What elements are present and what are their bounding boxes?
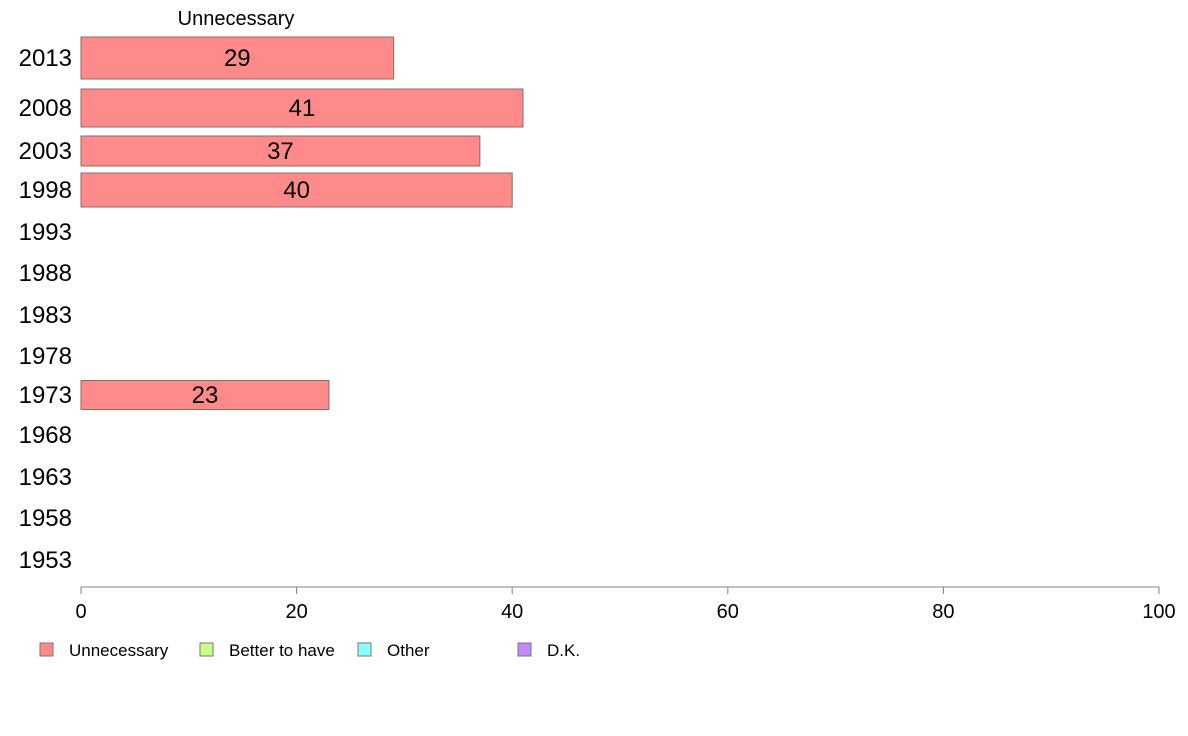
legend-label-3: D.K. bbox=[547, 641, 580, 660]
bar-label-2013: 29 bbox=[224, 45, 251, 72]
y-label-2013: 2013 bbox=[19, 45, 72, 72]
bar-label-1998: 40 bbox=[283, 177, 310, 204]
legend-swatch-1 bbox=[199, 642, 214, 657]
legend-label-2: Other bbox=[387, 641, 430, 660]
bar-2013 bbox=[80, 36, 395, 80]
legend-swatch-2 bbox=[357, 642, 372, 657]
y-label-2003: 2003 bbox=[19, 138, 72, 165]
y-label-1998: 1998 bbox=[19, 177, 72, 204]
bar-2003 bbox=[80, 135, 481, 167]
bar-1973 bbox=[80, 380, 330, 410]
legend-swatch-3 bbox=[517, 642, 532, 657]
y-axis-labels: 2013 2008 2003 1998 1993 1988 1983 1978 1973 1968… bbox=[19, 45, 72, 574]
x-tick-label-60: 60 bbox=[717, 601, 739, 623]
y-label-1993: 1993 bbox=[19, 219, 72, 246]
y-label-1968: 1968 bbox=[19, 422, 72, 449]
y-label-1983: 1983 bbox=[19, 302, 72, 329]
x-axis: 0 20 40 60 80 100 bbox=[75, 586, 1176, 623]
bar-data-labels: 29 41 37 40 23 bbox=[192, 45, 316, 409]
y-label-1973: 1973 bbox=[19, 382, 72, 409]
bar-2008 bbox=[80, 88, 524, 128]
legend-swatch-0 bbox=[39, 642, 54, 657]
y-label-2008: 2008 bbox=[19, 95, 72, 122]
y-label-1963: 1963 bbox=[19, 464, 72, 491]
y-label-1988: 1988 bbox=[19, 260, 72, 287]
series-top-label: Unnecessary bbox=[178, 8, 295, 30]
y-label-1978: 1978 bbox=[19, 343, 72, 370]
x-tick-label-100: 100 bbox=[1142, 601, 1175, 623]
bar-label-2008: 41 bbox=[289, 95, 316, 122]
legend: Unnecessary Better to have Other D.K. bbox=[39, 641, 580, 660]
bar-label-1973: 23 bbox=[192, 382, 219, 409]
x-tick-label-0: 0 bbox=[75, 601, 86, 623]
x-tick-label-40: 40 bbox=[501, 601, 523, 623]
legend-label-0: Unnecessary bbox=[69, 641, 169, 660]
legend-label-1: Better to have bbox=[229, 641, 335, 660]
x-tick-label-80: 80 bbox=[932, 601, 954, 623]
y-label-1958: 1958 bbox=[19, 505, 72, 532]
y-label-1953: 1953 bbox=[19, 547, 72, 574]
x-tick-label-20: 20 bbox=[285, 601, 307, 623]
bar-1998 bbox=[80, 172, 513, 208]
bar-label-2003: 37 bbox=[267, 138, 294, 165]
bars bbox=[80, 36, 524, 410]
